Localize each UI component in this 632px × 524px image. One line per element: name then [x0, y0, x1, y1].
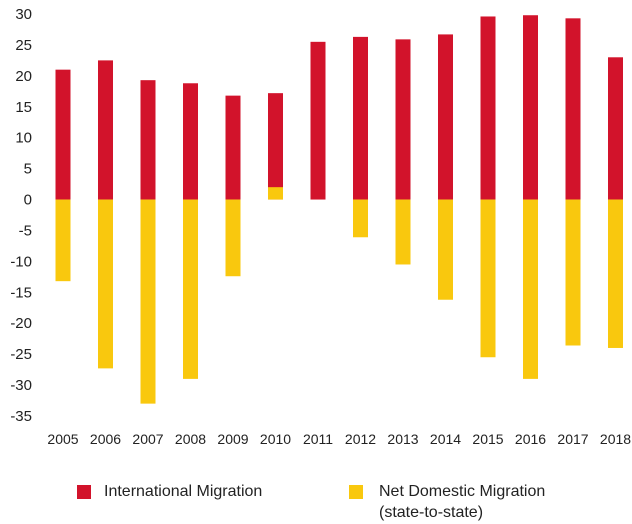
x-tick-label: 2018 — [600, 431, 631, 447]
international-migration-bar-2012 — [353, 36, 368, 200]
domestic-migration-bar-2010 — [268, 187, 283, 200]
y-tick-label: 0 — [24, 192, 32, 209]
legend-label-international: International Migration — [104, 483, 263, 500]
domestic-migration-bar-2012 — [353, 199, 368, 238]
y-tick-label: 5 — [24, 161, 32, 178]
x-tick-label: 2010 — [260, 431, 291, 447]
x-tick-label: 2005 — [47, 431, 78, 447]
y-tick-label: -10 — [10, 253, 32, 270]
legend-swatch-international — [77, 485, 91, 499]
y-tick-label: -30 — [10, 377, 32, 394]
international-migration-bar-2015 — [480, 16, 496, 200]
international-migration-bar-2009 — [225, 95, 241, 200]
x-tick-label: 2014 — [430, 431, 461, 447]
international-migration-bar-2010 — [268, 93, 283, 200]
international-migration-bar-2011 — [310, 41, 326, 200]
y-tick-label: 25 — [15, 37, 32, 54]
domestic-migration-bar-2008 — [183, 199, 198, 379]
x-axis-ticks: 2005 2006 2007 2008 2009 2010 2011 2012 2013 2014… — [47, 431, 631, 447]
x-tick-label: 2006 — [90, 431, 121, 447]
international-migration-bar-2006 — [98, 60, 113, 200]
y-axis-ticks: 30 25 20 15 10 5 0 -5 -10 -15 -20 -25 -30 -35 — [10, 6, 32, 425]
international-migration-bar-2005 — [55, 69, 71, 200]
y-tick-label: -15 — [10, 284, 32, 301]
y-tick-label: 20 — [15, 68, 32, 85]
x-tick-label: 2012 — [345, 431, 376, 447]
legend-swatch-domestic — [349, 485, 363, 499]
x-tick-label: 2017 — [557, 431, 588, 447]
y-tick-label: 10 — [15, 130, 32, 147]
international-migration-bar-2013 — [395, 39, 411, 200]
y-tick-label: -35 — [10, 408, 32, 425]
international-migration-bar-2008 — [183, 83, 198, 200]
x-tick-label: 2016 — [515, 431, 546, 447]
international-migration-bar-2016 — [523, 15, 538, 200]
y-tick-label: 30 — [15, 6, 32, 23]
x-tick-label: 2013 — [387, 431, 418, 447]
x-tick-label: 2008 — [175, 431, 206, 447]
y-tick-label: -25 — [10, 346, 32, 363]
x-tick-label: 2011 — [303, 431, 333, 447]
domestic-migration-bar-2005 — [55, 199, 71, 282]
international-migration-bar-2014 — [438, 34, 453, 200]
domestic-migration-bar-2016 — [523, 199, 538, 379]
domestic-migration-bar-2015 — [480, 199, 496, 358]
y-tick-label: -20 — [10, 315, 32, 332]
legend-label-domestic: Net Domestic Migration — [379, 483, 546, 500]
y-tick-label: 15 — [15, 99, 32, 116]
international-migration-bars — [55, 15, 623, 200]
domestic-migration-bar-2018 — [608, 199, 623, 348]
domestic-migration-bar-2013 — [395, 199, 411, 265]
domestic-migration-bar-2007 — [140, 199, 156, 404]
x-tick-label: 2009 — [217, 431, 248, 447]
domestic-migration-bars — [55, 187, 623, 404]
domestic-migration-bar-2006 — [98, 199, 113, 369]
international-migration-bar-2017 — [565, 18, 581, 200]
international-migration-bar-2018 — [608, 57, 623, 200]
x-tick-label: 2007 — [132, 431, 163, 447]
domestic-migration-bar-2014 — [438, 199, 453, 300]
y-tick-label: -5 — [19, 222, 32, 239]
legend-label-domestic-sub: (state-to-state) — [379, 504, 484, 521]
domestic-migration-bar-2009 — [225, 199, 241, 277]
x-tick-label: 2015 — [472, 431, 503, 447]
international-migration-bar-2007 — [140, 80, 156, 200]
domestic-migration-bar-2017 — [565, 199, 581, 346]
